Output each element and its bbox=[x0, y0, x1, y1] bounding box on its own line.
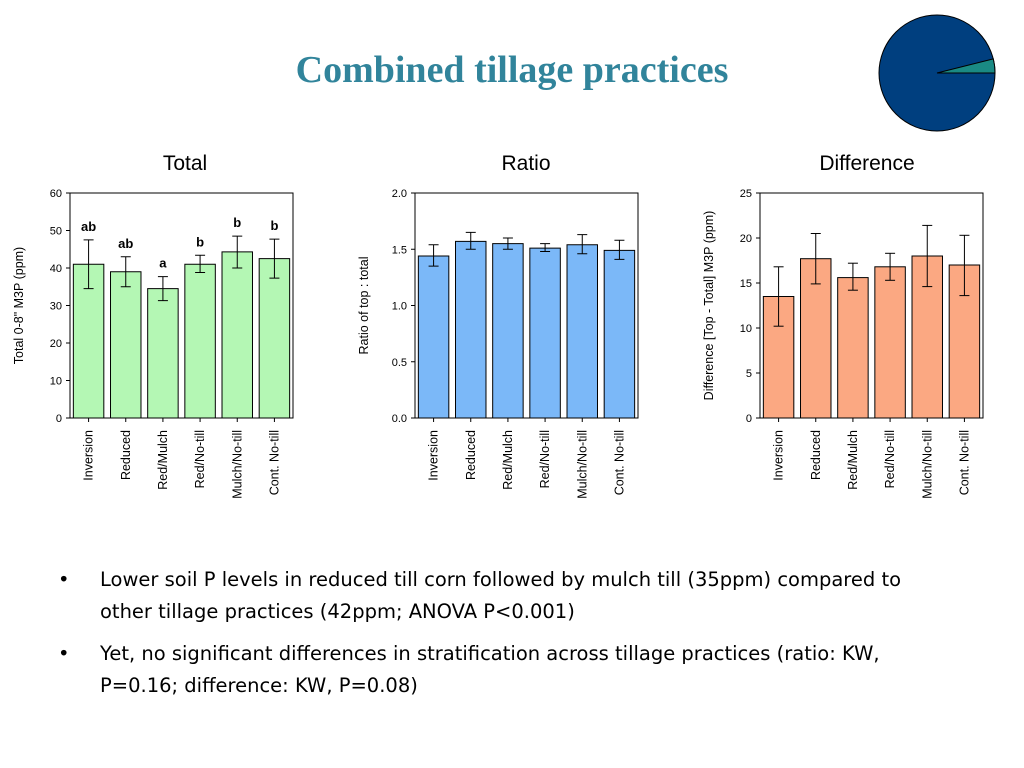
significance-letter: a bbox=[159, 256, 167, 271]
bullet-text: Lower soil P levels in reduced till corn… bbox=[100, 568, 902, 623]
y-tick-label: 0.0 bbox=[392, 413, 407, 425]
chart-total: 0 10 20 30 40 50 60 ab Inversion ab Reduced a Red/Mu… bbox=[12, 188, 294, 499]
bar bbox=[529, 247, 561, 419]
y-tick-label: 15 bbox=[740, 278, 752, 290]
pie-logo-icon bbox=[878, 14, 996, 132]
significance-letter: ab bbox=[118, 236, 133, 251]
category-label: Red/Mulch bbox=[846, 430, 860, 490]
category-label: Red/No-till bbox=[193, 430, 207, 488]
category-label: Reduced bbox=[464, 430, 478, 480]
slide-title: Combined tillage practices bbox=[295, 49, 729, 91]
bar bbox=[147, 288, 179, 419]
category-label: Inversion bbox=[82, 430, 96, 481]
bar bbox=[221, 251, 253, 419]
panel-title-ratio: Ratio bbox=[501, 152, 551, 175]
bar bbox=[184, 263, 216, 419]
y-axis-label: Ratio of top : total bbox=[357, 257, 371, 355]
y-tick-label: 10 bbox=[50, 376, 62, 388]
bullet-item: • Lower soil P levels in reduced till co… bbox=[58, 564, 958, 628]
category-label: Cont. No-till bbox=[957, 430, 971, 495]
bar bbox=[566, 244, 598, 419]
category-label: Inversion bbox=[427, 430, 441, 481]
significance-letter: ab bbox=[81, 219, 96, 234]
panel-title-difference: Difference bbox=[819, 152, 915, 175]
category-label: Red/No-till bbox=[538, 430, 552, 488]
bar bbox=[417, 255, 450, 419]
panel-title-total: Total bbox=[162, 152, 208, 175]
bullet-item: • Yet, no significant differences in str… bbox=[58, 638, 958, 702]
bar bbox=[455, 240, 487, 419]
category-label: Red/Mulch bbox=[501, 430, 515, 490]
plot-frame bbox=[759, 192, 984, 419]
pie-logo-slice bbox=[936, 58, 996, 74]
bullet-text: Yet, no significant differences in strat… bbox=[100, 642, 880, 697]
category-label: Reduced bbox=[809, 430, 823, 480]
y-axis-label: Difference [Top - Total] M3P (ppm) bbox=[702, 211, 716, 401]
bar bbox=[874, 266, 906, 419]
bar bbox=[492, 243, 524, 419]
plot-frame bbox=[414, 192, 639, 419]
y-tick-label: 0 bbox=[746, 413, 752, 425]
plot-frame bbox=[69, 192, 294, 419]
y-tick-label: 0.5 bbox=[392, 357, 407, 369]
y-tick-label: 30 bbox=[50, 301, 62, 313]
bullet-dot: • bbox=[58, 568, 70, 591]
y-tick-label: 25 bbox=[740, 188, 752, 200]
y-tick-label: 20 bbox=[740, 233, 752, 245]
category-label: Mulch/No-till bbox=[575, 430, 589, 499]
y-tick-label: 60 bbox=[50, 188, 62, 200]
y-tick-label: 1.0 bbox=[392, 301, 407, 313]
chart-ratio: 0.0 0.5 1.0 1.5 2.0 Inversion Reduced Red/Mulch… bbox=[357, 188, 639, 499]
significance-letter: b bbox=[196, 234, 204, 249]
y-tick-label: 50 bbox=[50, 226, 62, 238]
bar bbox=[258, 258, 291, 419]
category-label: Red/No-till bbox=[883, 430, 897, 488]
significance-letter: b bbox=[270, 218, 278, 233]
y-tick-label: 1.5 bbox=[392, 244, 407, 256]
y-tick-label: 2.0 bbox=[392, 188, 407, 200]
y-tick-label: 40 bbox=[50, 263, 62, 275]
category-label: Reduced bbox=[119, 430, 133, 480]
bar bbox=[837, 277, 869, 419]
category-label: Mulch/No-till bbox=[920, 430, 934, 499]
category-label: Red/Mulch bbox=[156, 430, 170, 490]
bullet-list: • Lower soil P levels in reduced till co… bbox=[58, 564, 958, 712]
y-tick-label: 0 bbox=[56, 413, 62, 425]
y-tick-label: 10 bbox=[740, 323, 752, 335]
bar bbox=[110, 271, 142, 419]
y-tick-label: 5 bbox=[746, 368, 752, 380]
bullet-dot: • bbox=[58, 642, 70, 665]
category-label: Cont. No-till bbox=[612, 430, 626, 495]
chart-difference: 0 5 10 15 20 25 Inversion Reduced Red/Mulch Red/N… bbox=[702, 188, 984, 499]
category-label: Cont. No-till bbox=[267, 430, 281, 495]
category-label: Inversion bbox=[772, 430, 786, 481]
bar bbox=[603, 249, 636, 419]
significance-letter: b bbox=[233, 215, 241, 230]
category-label: Mulch/No-till bbox=[230, 430, 244, 499]
bar bbox=[800, 258, 832, 419]
y-axis-label: Total 0-8" M3P (ppm) bbox=[12, 247, 26, 364]
y-tick-label: 20 bbox=[50, 338, 62, 350]
